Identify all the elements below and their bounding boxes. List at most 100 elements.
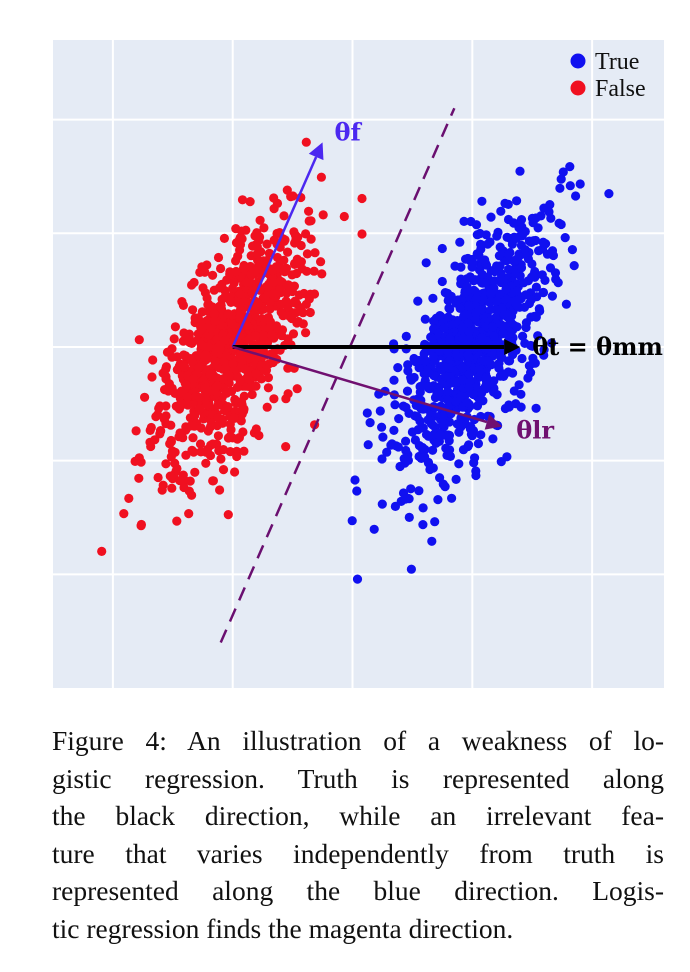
scatter-point-true	[471, 294, 481, 304]
scatter-point-false	[304, 206, 314, 216]
scatter-point-false	[247, 389, 257, 400]
scatter-point-false	[318, 210, 328, 220]
scatter-point-false	[172, 463, 182, 474]
scatter-point-false	[252, 249, 262, 259]
scatter-point-false	[188, 433, 198, 443]
scatter-point-true	[458, 363, 468, 373]
scatter-point-false	[218, 374, 228, 384]
scatter-point-true	[533, 223, 543, 233]
scatter-point-true	[400, 494, 410, 504]
scatter-point-false	[317, 269, 327, 279]
scatter-point-true	[459, 216, 469, 226]
scatter-point-false	[239, 446, 249, 456]
scatter-point-false	[265, 304, 275, 314]
scatter-point-false	[291, 308, 301, 318]
scatter-point-false	[230, 394, 240, 405]
scatter-point-true	[523, 254, 534, 264]
scatter-point-true	[476, 430, 486, 440]
scatter-point-true	[464, 327, 474, 337]
scatter-point-false	[230, 467, 240, 477]
scatter-point-false	[162, 347, 173, 357]
scatter-point-false	[232, 451, 242, 462]
scatter-point-true	[519, 302, 530, 312]
arrow-label: θf	[335, 117, 363, 146]
scatter-point-false	[186, 421, 196, 431]
scatter-point-true	[462, 282, 472, 292]
arrow-head	[484, 414, 503, 430]
scatter-point-false	[214, 283, 224, 293]
scatter-point-true	[507, 368, 518, 378]
scatter-point-false	[357, 229, 367, 239]
scatter-point-false	[145, 425, 155, 435]
scatter-point-true	[378, 432, 388, 442]
scatter-point-true	[486, 212, 496, 222]
scatter-point-true	[528, 358, 538, 368]
scatter-point-false	[198, 322, 208, 332]
scatter-point-false	[182, 392, 193, 402]
scatter-point-false	[279, 255, 289, 265]
scatter-point-false	[216, 454, 226, 464]
scatter-point-false	[175, 476, 185, 486]
scatter-point-false	[219, 233, 229, 243]
scatter-point-true	[440, 482, 450, 492]
scatter-point-true	[533, 331, 543, 341]
scatter-point-false	[262, 282, 273, 292]
scatter-point-true	[516, 263, 527, 273]
scatter-point-false	[237, 355, 247, 365]
scatter-point-false	[208, 476, 218, 486]
scatter-point-false	[215, 485, 225, 495]
scatter-point-true	[558, 167, 568, 177]
scatter-point-true	[439, 323, 449, 333]
scatter-point-true	[504, 249, 514, 259]
scatter-point-true	[455, 237, 465, 247]
scatter-point-false	[227, 319, 237, 329]
scatter-point-false	[193, 363, 204, 373]
scatter-point-false	[271, 262, 281, 272]
scatter-point-false	[281, 296, 291, 306]
scatter-point-false	[249, 266, 259, 277]
scatter-point-false	[196, 447, 206, 457]
scatter-point-false	[301, 328, 311, 338]
scatter-point-true	[521, 290, 531, 300]
scatter-point-false	[213, 413, 223, 423]
legend-label: False	[595, 76, 646, 102]
scatter-point-true	[369, 524, 379, 534]
scatter-point-true	[571, 191, 581, 201]
scatter-point-false	[339, 211, 349, 222]
scatter-point-true	[382, 447, 392, 457]
scatter-point-true	[420, 314, 430, 324]
arrow-head	[504, 338, 521, 355]
caption-line: gistic regression. Truth is represented …	[52, 762, 664, 794]
scatter-point-true	[458, 333, 468, 343]
scatter-point-false	[235, 311, 246, 321]
scatter-point-true	[462, 397, 472, 408]
scatter-point-false	[200, 267, 210, 277]
scatter-point-false	[279, 211, 289, 221]
scatter-point-false	[223, 309, 233, 319]
scatter-point-true	[565, 162, 575, 172]
scatter-point-false	[185, 476, 195, 486]
scatter-point-true	[464, 301, 474, 311]
scatter-point-true	[539, 350, 549, 360]
scatter-point-true	[406, 484, 416, 494]
scatter-point-true	[454, 459, 464, 469]
scatter-point-false	[267, 330, 277, 340]
scatter-point-false	[259, 223, 269, 233]
scatter-point-false	[190, 410, 200, 421]
scatter-point-false	[296, 240, 306, 251]
scatter-point-false	[261, 365, 272, 375]
scatter-point-true	[443, 312, 453, 322]
scatter-point-false	[187, 490, 197, 500]
scatter-point-false	[310, 248, 320, 258]
scatter-point-false	[231, 224, 241, 234]
scatter-point-false	[176, 387, 186, 398]
scatter-point-false	[290, 296, 300, 306]
scatter-point-false	[293, 316, 303, 327]
scatter-point-false	[203, 342, 213, 352]
scatter-point-false	[189, 277, 199, 288]
scatter-point-true	[438, 411, 448, 421]
scatter-point-true	[393, 363, 403, 373]
scatter-point-false	[193, 329, 203, 339]
